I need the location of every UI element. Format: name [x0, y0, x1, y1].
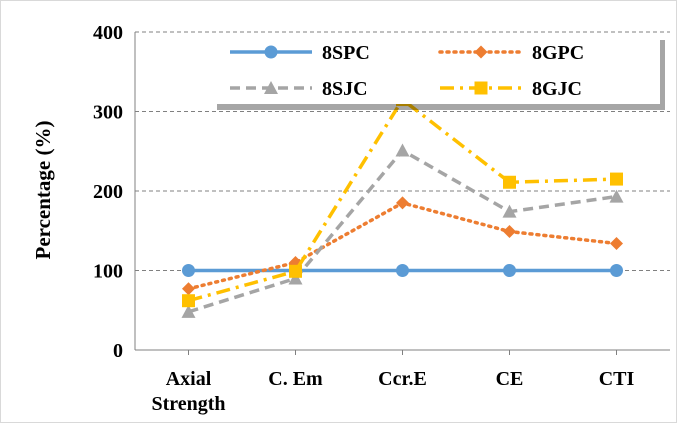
y-tick-100: 100 [93, 261, 123, 283]
series-line-8GJC [188, 97, 617, 303]
axes [134, 32, 670, 355]
x-tick-2: Ccr.E [378, 368, 427, 390]
point-8SJC-0 [181, 304, 196, 318]
legend-marker-8GJC [474, 81, 488, 95]
x-tick-1: C. Em [268, 368, 323, 390]
legend-marker-8SPC [264, 45, 278, 59]
x-tick-4: CTI [599, 368, 635, 390]
x-tick-0: Axial Strength [151, 368, 225, 415]
x-tick-labels: Axial Strength C. Em Ccr.E CE CTI [151, 368, 634, 415]
series-8GJC [182, 93, 623, 308]
point-8SJC-4 [609, 189, 624, 203]
legend-marker-8GPC [474, 45, 488, 59]
point-8GPC-3 [503, 225, 516, 239]
point-8GJC-1 [289, 264, 302, 278]
legend-label-8GPC: 8GPC [532, 42, 584, 64]
point-8GPC-4 [610, 236, 623, 250]
point-8GJC-3 [503, 175, 516, 189]
legend-label-8SPC: 8SPC [322, 42, 370, 64]
y-tick-0: 0 [113, 340, 123, 362]
point-8SJC-3 [502, 204, 517, 218]
x-tick-3: CE [496, 368, 524, 390]
series-lines [181, 93, 624, 318]
point-8GPC-2 [396, 196, 409, 210]
point-8SPC-0 [182, 264, 195, 277]
y-tick-200: 200 [93, 181, 123, 203]
series-8GPC [182, 196, 623, 296]
legend-box [212, 34, 660, 104]
point-8GJC-4 [610, 172, 623, 186]
point-8SPC-4 [610, 264, 623, 277]
point-8SJC-2 [395, 143, 410, 157]
series-8SJC [181, 143, 624, 318]
point-8GPC-0 [182, 282, 195, 296]
legend: 8SPC 8GPC 8SJC 8GJC [212, 34, 665, 110]
y-tick-300: 300 [93, 102, 123, 124]
point-8GJC-0 [182, 294, 195, 308]
point-8SJC-1 [288, 271, 303, 285]
point-8SPC-3 [503, 264, 516, 277]
legend-marker-8SJC [264, 81, 278, 94]
y-tick-400: 400 [93, 22, 123, 44]
legend-label-8GJC: 8GJC [532, 78, 582, 100]
y-tick-labels: 0 100 200 300 400 [93, 22, 123, 362]
y-axis-label: Percentage (%) [31, 121, 55, 260]
point-8SPC-2 [396, 264, 409, 277]
legend-label-8SJC: 8SJC [322, 78, 368, 100]
